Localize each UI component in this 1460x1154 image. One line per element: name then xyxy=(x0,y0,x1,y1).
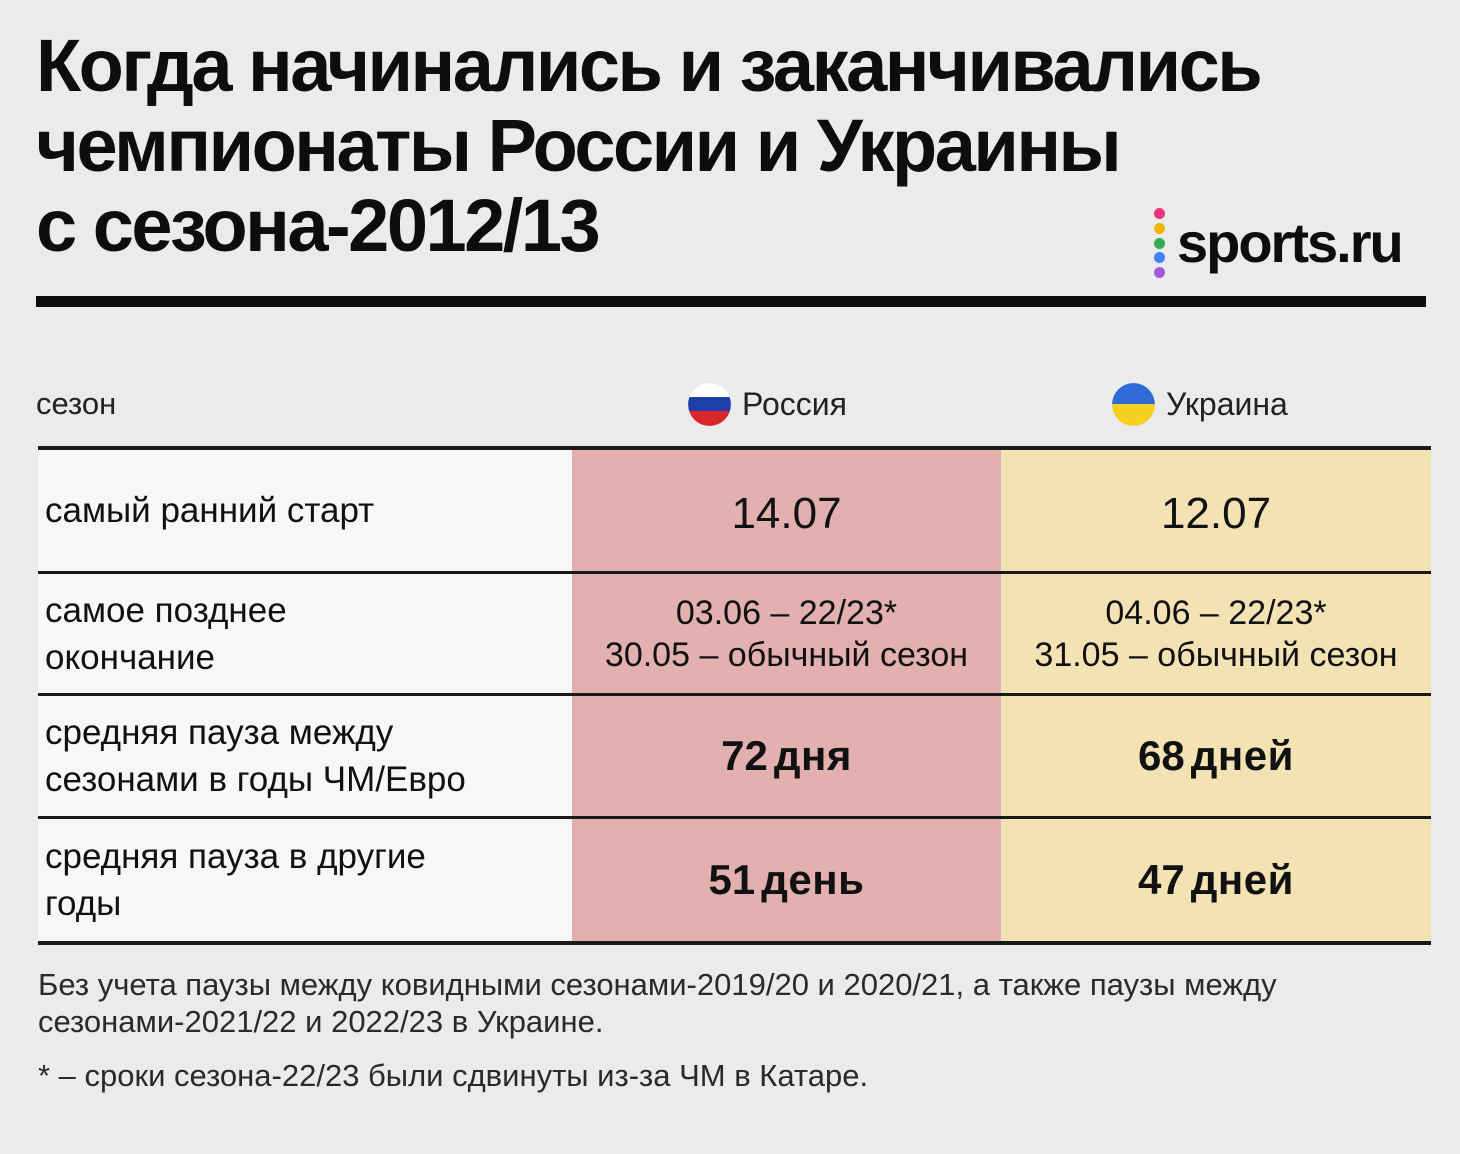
row-label-line-2: сезонами в годы ЧМ/Евро xyxy=(45,760,466,799)
value-unit: день xyxy=(761,856,865,903)
sports-ru-logo: sports.ru xyxy=(1153,208,1404,278)
footnote-line-2: сезонами-2021/22 и 2022/23 в Украине. xyxy=(38,1004,604,1039)
row-label: самое позднее окончание xyxy=(38,571,572,695)
table-row: средняя пауза в другие годы 51 день 47 дне… xyxy=(38,816,1431,945)
row-label: средняя пауза между сезонами в годы ЧМ/Е… xyxy=(38,693,572,818)
ukraine-value: 12.07 xyxy=(1160,488,1272,538)
row-label-line-1: самое позднее xyxy=(45,590,287,630)
row-label-line-1: средняя пауза в другие xyxy=(45,837,426,876)
title-line-3: с сезона-2012/13 xyxy=(36,184,601,267)
value-unit: дня xyxy=(773,732,852,779)
russia-cell: 03.06 – 22/23* 30.05 – обычный сезон xyxy=(572,571,1001,695)
ukraine-cell: 47 дней xyxy=(1001,816,1431,945)
ukraine-value: 68 дней xyxy=(1138,732,1294,779)
ukraine-cell: 04.06 – 22/23* 31.05 – обычный сезон xyxy=(1001,571,1431,695)
russia-column-header: Россия xyxy=(688,380,847,428)
footnote-asterisk: * – сроки сезона-22/23 были сдвинуты из-… xyxy=(38,1058,869,1093)
footnote-line-1: Без учета паузы между ковидными сезонами… xyxy=(38,967,1277,1002)
russia-label: Россия xyxy=(742,386,847,422)
table-row: самый ранний старт 14.07 12.07 xyxy=(38,446,1431,573)
russia-cell: 51 день xyxy=(572,816,1001,945)
value-number: 72 xyxy=(721,732,768,779)
value-number: 51 xyxy=(708,856,756,903)
title-line-1: Когда начинались и заканчивались xyxy=(36,24,1263,107)
russia-cell: 72 дня xyxy=(572,693,1001,818)
row-label: самый ранний старт xyxy=(38,446,572,573)
ukraine-cell: 68 дней xyxy=(1001,693,1431,818)
russia-value: 14.07 xyxy=(731,488,842,538)
ukraine-label: Украина xyxy=(1166,386,1288,422)
row-label: средняя пауза в другие годы xyxy=(38,816,572,945)
russia-value: 51 день xyxy=(709,856,865,903)
ukraine-flag-icon xyxy=(1112,382,1155,426)
title-divider xyxy=(36,296,1426,307)
russia-value-line-1: 03.06 – 22/23* xyxy=(675,593,898,632)
season-column-header: сезон xyxy=(36,386,117,421)
ukraine-value-line-2: 31.05 – обычный сезон xyxy=(1034,635,1398,674)
logo-dot-blue xyxy=(1153,252,1165,264)
comparison-table: самый ранний старт 14.07 12.07 самое поз… xyxy=(38,446,1431,945)
title-line-2: чемпионаты России и Украины xyxy=(36,104,1122,187)
value-number: 47 xyxy=(1138,856,1185,903)
ukraine-column-header: Украина xyxy=(1112,380,1288,428)
footnote-exclusions: Без учета паузы между ковидными сезонами… xyxy=(38,966,1428,1040)
logo-dots-icon xyxy=(1153,208,1165,278)
logo-dot-pink xyxy=(1153,208,1165,219)
logo-dot-yellow xyxy=(1153,222,1165,234)
logo-dot-purple xyxy=(1153,267,1165,278)
ukraine-value: 47 дней xyxy=(1138,856,1294,903)
ukraine-cell: 12.07 xyxy=(1001,446,1431,573)
row-label-line-2: годы xyxy=(45,884,122,923)
table-row: средняя пауза между сезонами в годы ЧМ/Е… xyxy=(38,693,1431,818)
table-row: самое позднее окончание 03.06 – 22/23* 3… xyxy=(38,571,1431,695)
value-number: 68 xyxy=(1138,732,1185,779)
row-label-text: самый ранний старт xyxy=(45,491,375,530)
row-label-line-2: окончание xyxy=(45,637,216,677)
russia-value-line-2: 30.05 – обычный сезон xyxy=(604,635,969,674)
page-title: Когда начинались и заканчивались чемпион… xyxy=(36,24,1263,267)
row-label-line-1: средняя пауза между xyxy=(45,713,394,752)
logo-text: sports.ru xyxy=(1177,211,1404,274)
russia-flag-icon xyxy=(688,382,731,426)
russia-value: 72 дня xyxy=(721,732,852,779)
value-unit: дней xyxy=(1190,732,1294,779)
ukraine-value-line-1: 04.06 – 22/23* xyxy=(1105,593,1327,632)
value-unit: дней xyxy=(1190,856,1294,903)
logo-dot-green xyxy=(1153,237,1165,249)
russia-cell: 14.07 xyxy=(572,446,1001,573)
